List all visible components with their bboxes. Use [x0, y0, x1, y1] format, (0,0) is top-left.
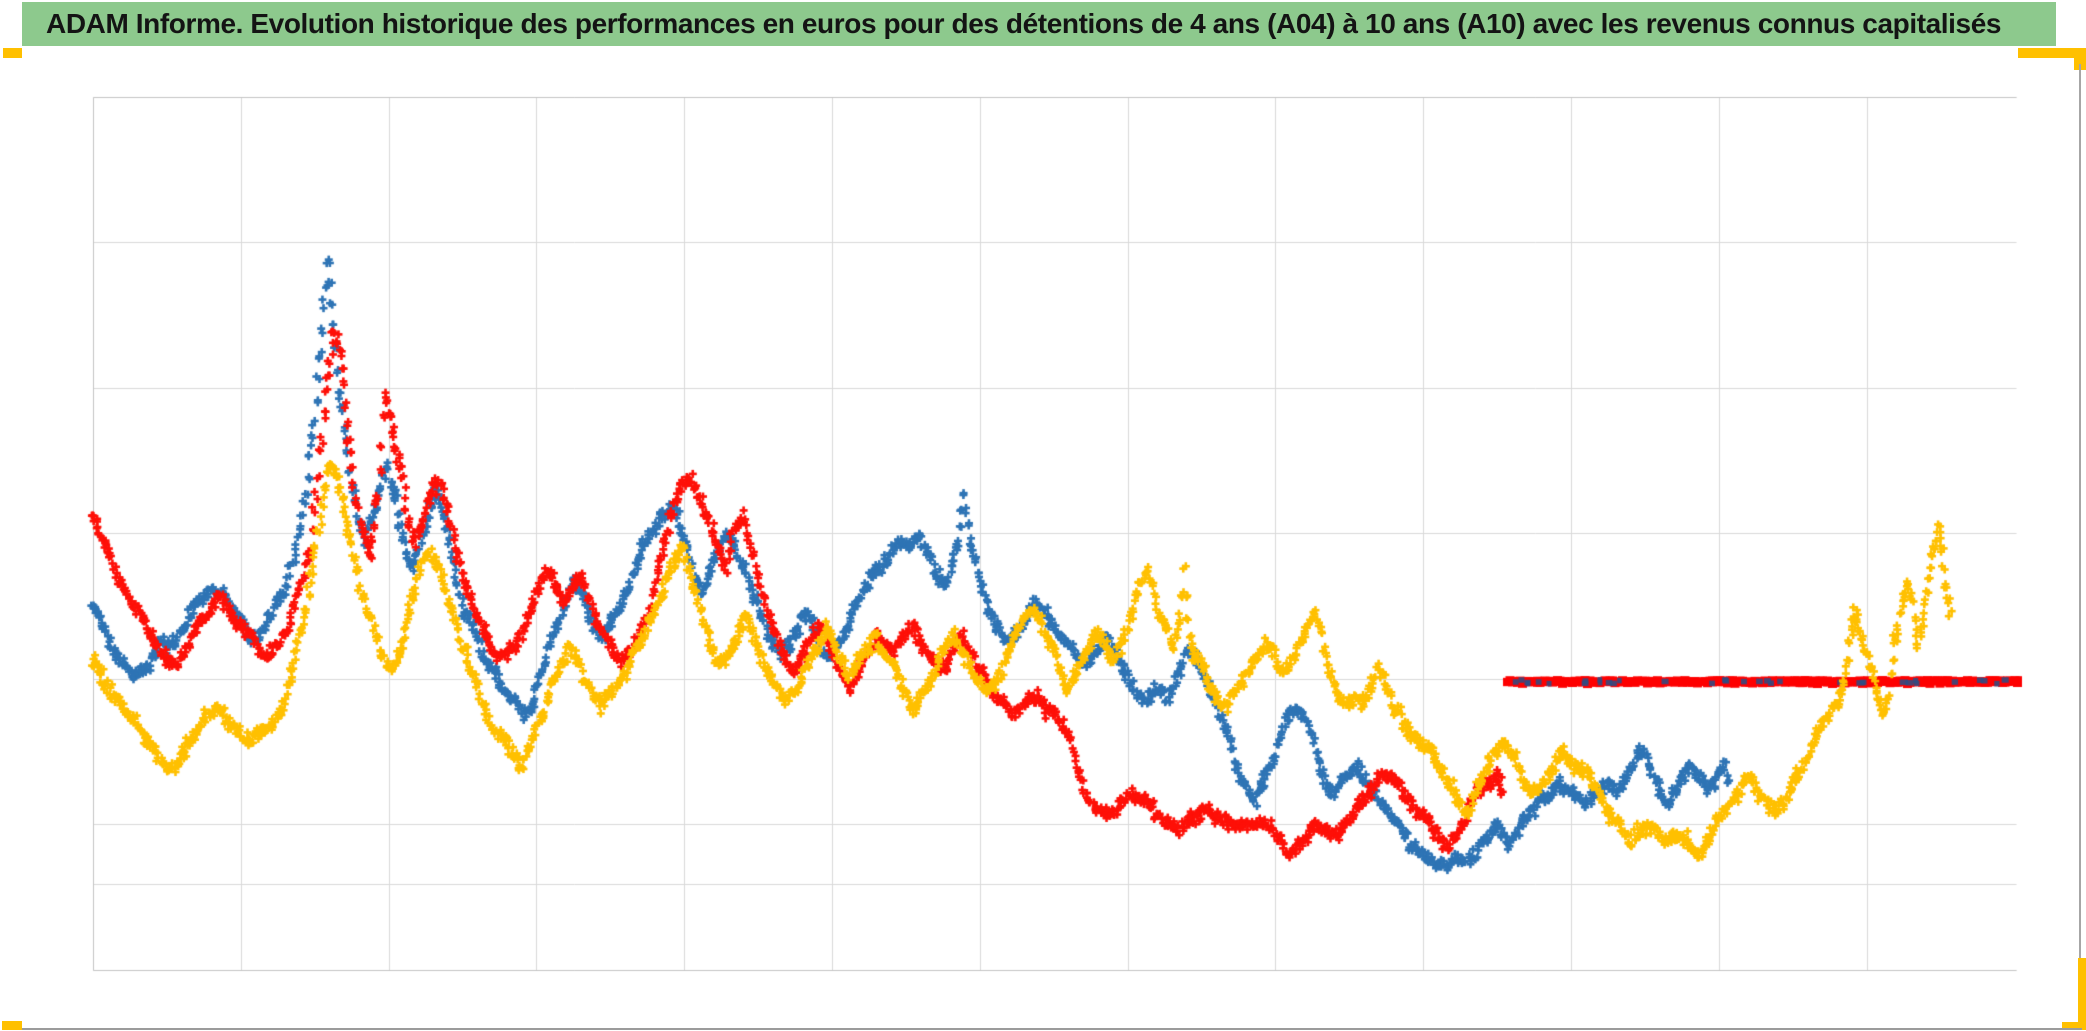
- gold-accent-top-left: [3, 48, 22, 58]
- slide-border-bottom: [22, 1028, 2082, 1030]
- slide-border-right: [2079, 64, 2081, 958]
- title-bar: ADAM Informe. Evolution historique des p…: [22, 2, 2056, 46]
- gold-accent-top-right: [2018, 48, 2086, 58]
- gold-accent-bottom-left: [2, 1021, 22, 1030]
- gold-accent-top-right-tab: [2074, 48, 2086, 70]
- page-title: ADAM Informe. Evolution historique des p…: [46, 8, 2002, 39]
- gold-accent-bottom-right: [2078, 958, 2086, 1030]
- gold-accent-bottom-right-foot: [2062, 1022, 2086, 1030]
